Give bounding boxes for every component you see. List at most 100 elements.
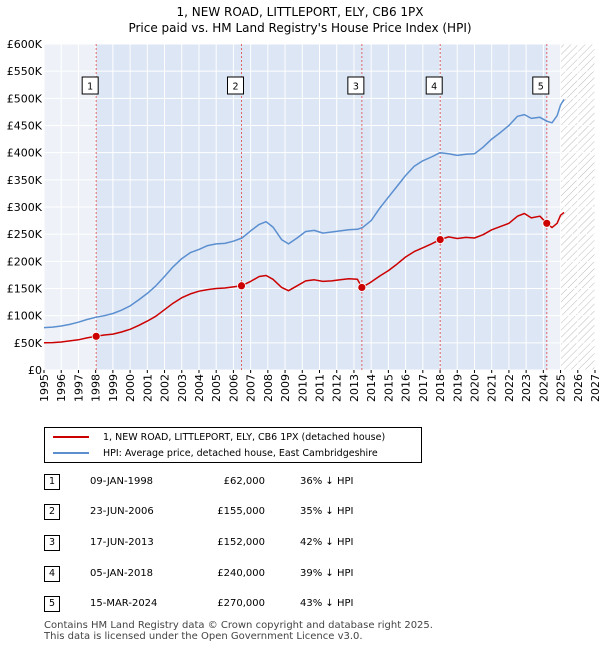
sale-price: £270,000 <box>217 598 265 609</box>
chart-title: 1, NEW ROAD, LITTLEPORT, ELY, CB6 1PX <box>176 5 424 19</box>
x-tick-label: 2008 <box>262 374 275 402</box>
sale-date: 09-JAN-1998 <box>90 476 154 487</box>
x-tick-label: 2004 <box>193 374 206 402</box>
sale-hpi-diff: 35% ↓ HPI <box>300 506 354 517</box>
x-tick-label: 2017 <box>417 374 430 402</box>
table-row: 5 15-MAR-2024 £270,000 43% ↓ HPI <box>0 596 600 614</box>
sale-price: £152,000 <box>217 537 265 548</box>
sale-point <box>237 281 246 291</box>
x-tick-label: 2012 <box>331 374 344 402</box>
sale-hpi-diff: 43% ↓ HPI <box>300 598 354 609</box>
x-tick-label: 2001 <box>141 374 154 402</box>
table-row: 2 23-JUN-2006 £155,000 35% ↓ HPI <box>0 504 600 522</box>
sale-label-box <box>532 76 550 95</box>
y-tick-label: £350K <box>7 174 43 187</box>
footer: Contains HM Land Registry data © Crown c… <box>44 620 433 642</box>
x-tick-label: 2019 <box>451 374 464 402</box>
chart-area: 1 2 3 4 5 £0 £50K £100K £150K £200K £250K £300K £35… <box>7 38 600 402</box>
sale-label-box <box>226 76 244 95</box>
sale-point <box>357 283 367 292</box>
sale-point <box>542 218 552 228</box>
sale-label-box <box>425 76 443 95</box>
sale-number-badge: 5 <box>44 596 60 612</box>
x-tick-label: 2007 <box>245 374 258 402</box>
y-tick-label: £450K <box>7 120 43 133</box>
y-tick-label: £0 <box>28 364 42 377</box>
x-tick-label: 1997 <box>72 374 85 402</box>
sale-label-number: 1 <box>87 82 93 93</box>
y-tick-label: £100K <box>7 310 43 323</box>
price-paid-line <box>43 211 565 344</box>
chart-subtitle: Price paid vs. HM Land Registry's House … <box>128 21 472 35</box>
sale-number-badge: 3 <box>44 535 60 551</box>
x-tick-label: 2010 <box>296 374 309 402</box>
x-tick-label: 1995 <box>38 374 51 402</box>
hpi-line <box>43 99 565 329</box>
y-tick-label: £300K <box>7 201 43 214</box>
x-tick-label: 1996 <box>55 374 68 402</box>
x-tick-label: 2027 <box>589 374 600 402</box>
x-tick-label: 2002 <box>159 374 172 402</box>
legend-item-property: 1, NEW ROAD, LITTLEPORT, ELY, CB6 1PX (d… <box>53 430 385 444</box>
sale-hpi-diff: 39% ↓ HPI <box>300 568 354 579</box>
x-tick-label: 2026 <box>572 374 585 402</box>
x-tick-label: 2018 <box>434 374 447 402</box>
sale-point <box>91 331 101 341</box>
sale-date: 05-JAN-2018 <box>90 568 154 579</box>
legend-label-property: 1, NEW ROAD, LITTLEPORT, ELY, CB6 1PX (d… <box>103 431 386 443</box>
sale-number-badge: 2 <box>44 504 60 520</box>
x-tick-label: 2006 <box>227 374 240 402</box>
y-tick-label: £50K <box>14 337 43 350</box>
sale-price: £240,000 <box>217 568 265 579</box>
sale-hpi-diff: 42% ↓ HPI <box>300 537 354 548</box>
x-tick-label: 2013 <box>348 374 361 402</box>
x-tick-label: 2020 <box>468 374 481 402</box>
sale-number-badge: 4 <box>44 566 60 582</box>
footer-licence: This data is licensed under the Open Gov… <box>44 631 363 642</box>
sale-date: 15-MAR-2024 <box>90 598 158 609</box>
legend-swatch-property <box>53 436 89 438</box>
sale-label-box <box>347 76 365 95</box>
sale-label-box <box>81 76 99 95</box>
x-tick-label: 2021 <box>486 374 499 402</box>
x-tick-label: 2025 <box>555 374 568 402</box>
x-tick-label: 1998 <box>90 374 103 402</box>
legend-label-hpi: HPI: Average price, detached house, East… <box>103 447 378 459</box>
y-tick-label: £550K <box>7 65 43 78</box>
x-tick-label: 1999 <box>107 374 120 402</box>
sale-date: 23-JUN-2006 <box>90 506 154 517</box>
x-tick-label: 2000 <box>124 374 137 402</box>
x-tick-label: 2015 <box>382 374 395 402</box>
x-tick-label: 2011 <box>314 374 327 402</box>
y-tick-label: £400K <box>7 147 43 160</box>
legend: 1, NEW ROAD, LITTLEPORT, ELY, CB6 1PX (d… <box>44 427 422 463</box>
sale-date: 17-JUN-2013 <box>90 537 154 548</box>
y-tick-label: £500K <box>7 92 43 105</box>
sale-label-number: 3 <box>353 82 359 93</box>
x-tick-label: 2005 <box>210 374 223 402</box>
sale-label-number: 4 <box>431 82 437 93</box>
y-tick-label: £600K <box>7 38 43 51</box>
table-row: 4 05-JAN-2018 £240,000 39% ↓ HPI <box>0 566 600 584</box>
y-tick-label: £200K <box>7 255 43 268</box>
y-tick-label: £150K <box>7 283 43 296</box>
x-tick-label: 2009 <box>279 374 292 402</box>
x-tick-label: 2014 <box>365 374 378 402</box>
x-tick-label: 2023 <box>520 374 533 402</box>
sale-price: £62,000 <box>223 476 265 487</box>
table-row: 3 17-JUN-2013 £152,000 42% ↓ HPI <box>0 535 600 553</box>
x-tick-label: 2003 <box>176 374 189 402</box>
sale-number-badge: 1 <box>44 474 60 490</box>
x-tick-label: 2016 <box>400 374 413 402</box>
sale-hpi-diff: 36% ↓ HPI <box>300 476 354 487</box>
y-tick-label: £250K <box>7 228 43 241</box>
x-tick-label: 2022 <box>503 374 516 402</box>
x-tick-label: 2024 <box>537 374 550 402</box>
legend-item-hpi: HPI: Average price, detached house, East… <box>53 446 378 460</box>
sale-point <box>435 235 445 245</box>
legend-swatch-hpi <box>53 452 89 454</box>
footer-copyright: Contains HM Land Registry data © Crown c… <box>44 620 433 631</box>
sale-label-number: 5 <box>538 82 544 93</box>
table-row: 1 09-JAN-1998 £62,000 36% ↓ HPI <box>0 474 600 492</box>
sale-price: £155,000 <box>217 506 265 517</box>
